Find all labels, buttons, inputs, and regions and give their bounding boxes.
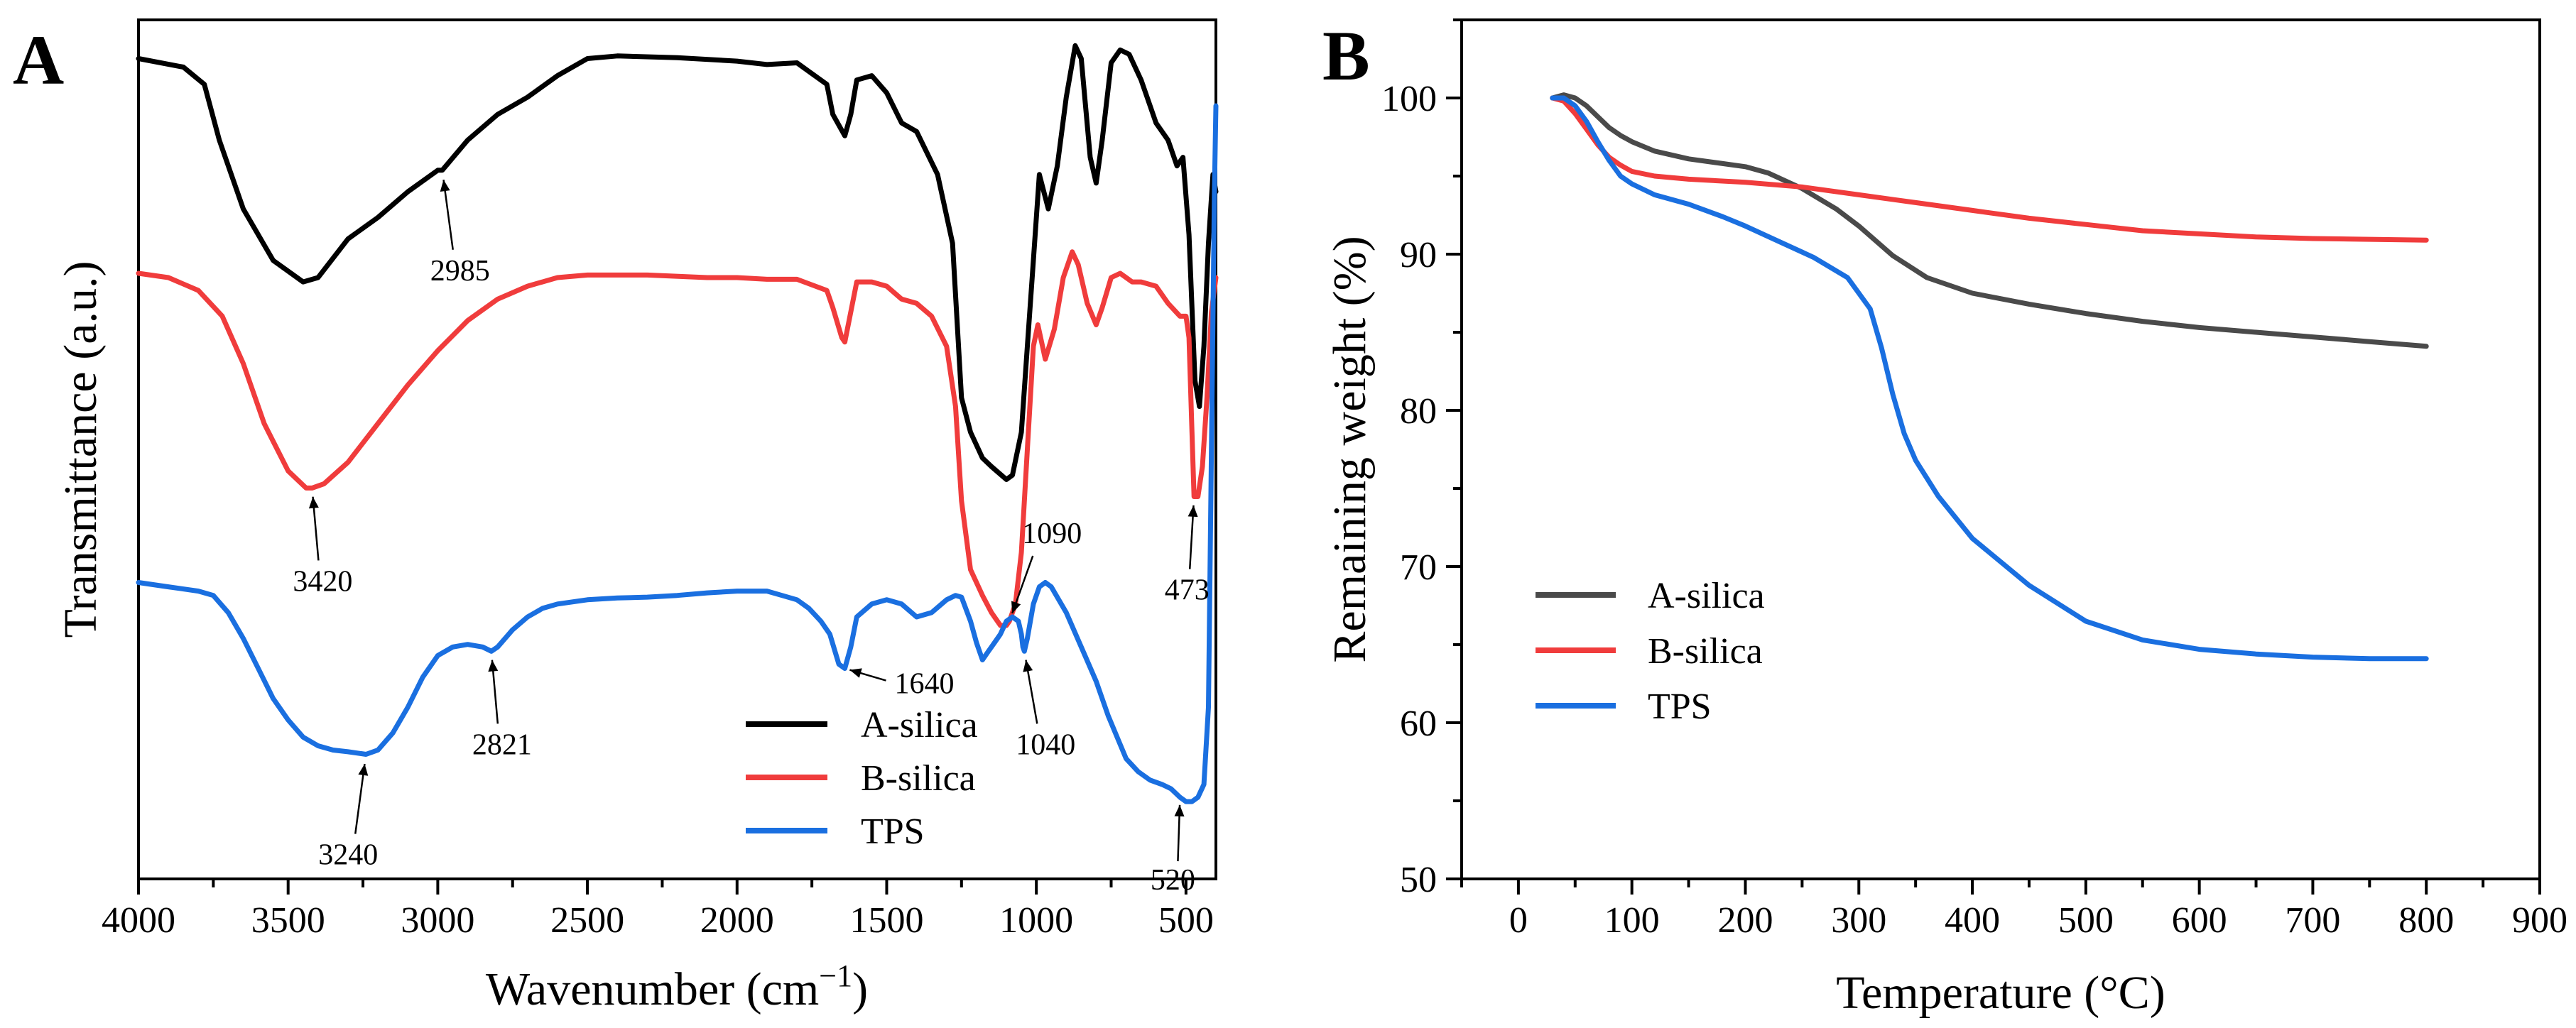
- series-line-b-silica: [1550, 95, 2429, 243]
- panel-b-y-axis-title: Remaining weight (%): [1324, 236, 1376, 662]
- panel-a-annotations: 2985 3420 1090 473 3240 2821 1640 1040 520: [293, 180, 1210, 897]
- x-tick-label: 400: [1945, 900, 2000, 941]
- series-line-tps: [1550, 95, 2429, 662]
- legend-label-a-silica: A-silica: [1648, 576, 1765, 616]
- annotation-arrowhead: [358, 763, 369, 776]
- annotation-arrow: [354, 763, 366, 834]
- panel-a-x-ticks: 4000 3500 3000 2500 2000 1500 1000 500: [102, 879, 1214, 941]
- y-tick-label: 50: [1400, 860, 1437, 900]
- x-tick-label: 800: [2398, 900, 2454, 941]
- annotation-arrowhead: [1188, 505, 1198, 518]
- x-tick-label: 600: [2172, 900, 2227, 941]
- panel-b-legend: A-silica B-silica TPS: [1536, 576, 1765, 727]
- x-tick-label: 300: [1831, 900, 1886, 941]
- annotation-label-3240: 3240: [318, 839, 378, 872]
- annotation-label-520: 520: [1151, 864, 1195, 897]
- annotation-label-2821: 2821: [472, 728, 532, 761]
- panel-a-series: [136, 43, 1219, 804]
- x-tick-label: 500: [1158, 900, 1214, 941]
- legend-label-b-silica: B-silica: [1648, 631, 1763, 672]
- x-tick-label: 2000: [700, 900, 774, 941]
- annotation-arrowhead: [488, 660, 499, 672]
- annotation-arrowhead: [1023, 660, 1033, 672]
- panel-b-x-ticks: 0 100 200 300 400 500 600 700 800 900: [1460, 879, 2567, 941]
- annotation-arrowhead: [849, 668, 862, 678]
- annotation-arrowhead: [440, 180, 450, 192]
- y-tick-label: 60: [1400, 704, 1437, 744]
- series-line-b-silica: [136, 249, 1219, 628]
- x-tick-label: 4000: [102, 900, 175, 941]
- x-tick-label: 3500: [251, 900, 325, 941]
- panel-a-y-axis-title: Transmittance (a.u.): [55, 261, 107, 638]
- y-tick-label: 80: [1400, 391, 1437, 432]
- legend-label-tps: TPS: [861, 811, 925, 852]
- x-tick-label: 200: [1717, 900, 1773, 941]
- annotation-arrow: [442, 180, 454, 250]
- panel-a-label: A: [13, 21, 64, 99]
- legend-label-a-silica: A-silica: [861, 705, 978, 745]
- x-tick-label: 3000: [401, 900, 474, 941]
- annotation-arrowhead: [308, 496, 319, 509]
- series-line-tps: [136, 103, 1219, 804]
- panel-a-x-axis-title: Wavenumber (cm−1): [486, 958, 868, 1015]
- panel-b-y-ticks: 50 60 70 80 90 100: [1381, 18, 1462, 900]
- panel-b-x-axis-title: Temperature (°C): [1836, 967, 2165, 1019]
- panel-a-plot-frame: [137, 18, 1217, 880]
- x-tick-label: 2500: [550, 900, 624, 941]
- annotation-label-3420: 3420: [293, 565, 352, 598]
- annotation-arrowhead: [1011, 601, 1021, 613]
- y-tick-label: 90: [1400, 235, 1437, 275]
- annotation-label-1090: 1090: [1022, 518, 1082, 550]
- panel-a: A 4000 3500 3000 2500 2000 1500 1000 500 2985 34…: [13, 18, 1219, 1015]
- annotation-label-1040: 1040: [1016, 728, 1075, 761]
- legend-label-tps: TPS: [1648, 687, 1712, 727]
- y-tick-label: 100: [1381, 79, 1437, 119]
- x-tick-label: 700: [2285, 900, 2340, 941]
- legend-label-b-silica: B-silica: [861, 758, 976, 799]
- annotation-label-2985: 2985: [430, 255, 490, 288]
- panel-b-plot-frame: [1460, 18, 2541, 880]
- annotation-arrowhead: [1174, 804, 1185, 817]
- y-tick-label: 70: [1400, 547, 1437, 588]
- annotation-label-1640: 1640: [894, 668, 954, 701]
- x-tick-label: 1500: [849, 900, 923, 941]
- x-tick-label: 0: [1509, 900, 1528, 941]
- panel-b-label: B: [1322, 16, 1370, 95]
- x-tick-label: 900: [2512, 900, 2567, 941]
- annotation-label-473: 473: [1165, 574, 1210, 607]
- panel-a-legend: A-silica B-silica TPS: [746, 705, 978, 852]
- x-tick-label: 100: [1604, 900, 1660, 941]
- series-line-a-silica: [1550, 92, 2429, 349]
- panel-b-series: [1550, 92, 2429, 662]
- series-line-a-silica: [136, 43, 1219, 482]
- panel-b: B 0 100 200 300 400 500 600 700 800 900 50 60 70 80 9…: [1322, 16, 2567, 1019]
- x-tick-label: 1000: [999, 900, 1073, 941]
- x-tick-label: 500: [2058, 900, 2114, 941]
